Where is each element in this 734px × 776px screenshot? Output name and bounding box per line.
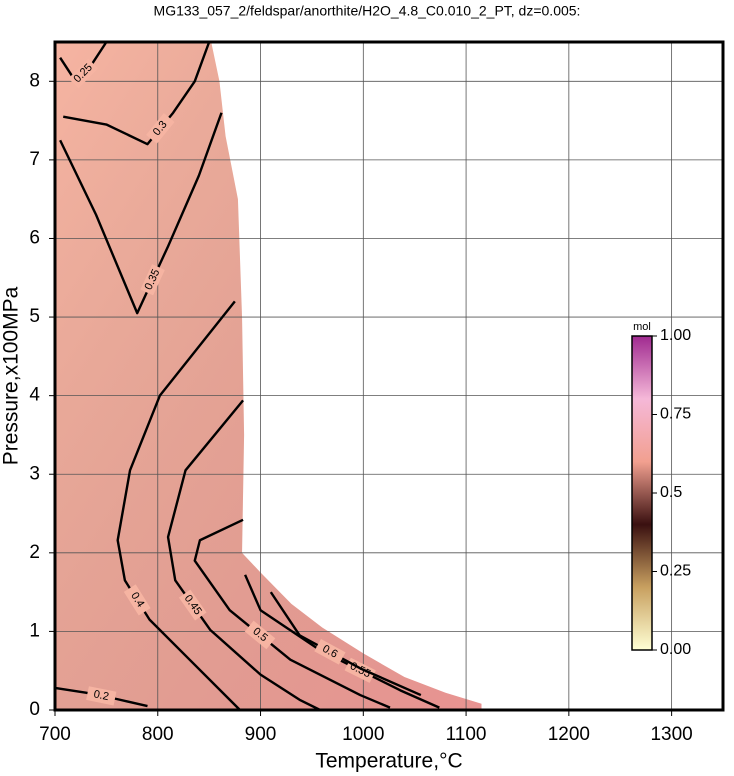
contour-label-bg bbox=[314, 639, 346, 665]
x-tick-label: 1100 bbox=[446, 724, 487, 745]
x-axis-label: Temperature,°C bbox=[315, 750, 462, 773]
x-tick-label: 700 bbox=[39, 724, 71, 745]
colorbar-tick-label: 0.75 bbox=[660, 406, 691, 423]
field-shade bbox=[55, 42, 482, 710]
y-tick-label: 7 bbox=[29, 149, 40, 170]
x-tick-label: 800 bbox=[142, 724, 174, 745]
colorbar-tick-label: 0.00 bbox=[660, 641, 691, 658]
contour-line bbox=[116, 300, 241, 711]
y-axis-label: Pressure,x100MPa bbox=[0, 286, 23, 465]
contour-label-bg bbox=[86, 686, 117, 706]
contour-label-bg bbox=[123, 584, 151, 616]
x-tick-label: 900 bbox=[245, 724, 277, 745]
chart-title: MG133_057_2/feldspar/anorthite/H2O_4.8_C… bbox=[154, 3, 581, 19]
contour-label: 0.2 bbox=[93, 688, 110, 703]
contour-label-bg bbox=[140, 264, 165, 296]
y-tick-label: 2 bbox=[29, 542, 40, 563]
y-tick-label: 6 bbox=[29, 227, 40, 248]
y-tick-label: 0 bbox=[29, 699, 40, 720]
y-tick-label: 8 bbox=[29, 70, 40, 91]
colorbar-tick-label: 0.5 bbox=[660, 484, 682, 501]
contour-label-bg bbox=[244, 620, 276, 650]
colorbar-label: mol bbox=[633, 321, 651, 333]
colorbar bbox=[631, 335, 653, 651]
contour-label-bg bbox=[68, 58, 99, 89]
y-tick-label: 4 bbox=[29, 385, 40, 406]
x-tick-label: 1300 bbox=[650, 724, 692, 745]
y-tick-label: 1 bbox=[29, 620, 40, 641]
contour-label-bg bbox=[146, 113, 175, 144]
contour-label-bg bbox=[178, 589, 207, 621]
colorbar-tick-label: 1.00 bbox=[660, 327, 691, 344]
contour-line bbox=[193, 518, 391, 709]
x-tick-label: 1200 bbox=[548, 724, 590, 745]
y-tick-label: 3 bbox=[29, 463, 40, 484]
y-tick-label: 5 bbox=[29, 306, 40, 327]
plot-frame bbox=[53, 40, 725, 712]
colorbar-tick-label: 0.25 bbox=[660, 563, 691, 580]
x-tick-label: 1000 bbox=[342, 724, 384, 745]
